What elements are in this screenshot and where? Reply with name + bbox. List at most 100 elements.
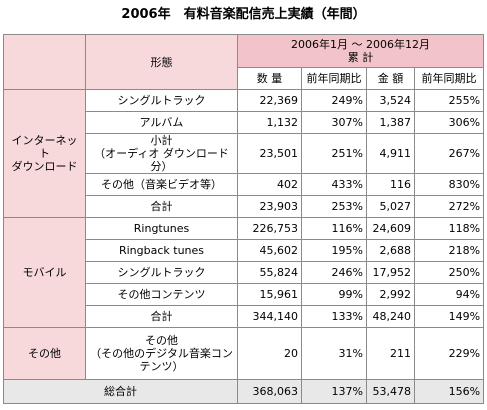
text: テンツ） xyxy=(139,360,184,373)
text: 137% xyxy=(331,385,363,398)
text: （オーディオ ダウンロード分） xyxy=(94,147,229,173)
value-cell: 5,027 xyxy=(366,195,415,218)
text: 合計 xyxy=(150,200,173,213)
total-label: 総合計 xyxy=(3,379,238,404)
value-cell: 48,240 xyxy=(366,305,415,328)
total-row: 総合計 368,063 137% 53,478 156% xyxy=(3,379,485,404)
value-cell: 344,140 xyxy=(237,305,302,328)
text: 17,952 xyxy=(372,266,412,279)
text: その他（音楽ビデオ等） xyxy=(101,178,222,191)
text: 195% xyxy=(331,244,363,257)
value-cell: 24,609 xyxy=(366,217,415,240)
text: 267% xyxy=(448,147,481,160)
text: その他 xyxy=(145,334,178,347)
text: 22,369 xyxy=(259,94,299,107)
row-label: 合計 xyxy=(85,305,238,328)
value-cell: 118% xyxy=(413,217,485,240)
value-cell: 306% xyxy=(413,111,485,134)
text: 15,961 xyxy=(259,288,299,301)
value-cell: 99% xyxy=(301,283,367,306)
text: 272% xyxy=(448,200,481,213)
value-cell: 433% xyxy=(301,173,367,196)
data-row: その他 その他 （その他のデジタル音楽コン テンツ） 20 31% 211 229% xyxy=(3,327,485,380)
value-cell: 156% xyxy=(413,379,485,404)
value-cell: 249% xyxy=(301,89,367,112)
value-cell: 255% xyxy=(413,89,485,112)
value-cell: 2,992 xyxy=(366,283,415,306)
text: 2,992 xyxy=(379,288,412,301)
row-label: その他（音楽ビデオ等） xyxy=(85,173,238,196)
text: 94% xyxy=(455,288,481,301)
text: 5,027 xyxy=(379,200,412,213)
text: 31% xyxy=(338,347,363,360)
text: 255% xyxy=(448,94,481,107)
text: 55,824 xyxy=(259,266,299,279)
row-label: 合計 xyxy=(85,195,238,218)
text: 156% xyxy=(448,385,481,398)
value-cell: 267% xyxy=(413,133,485,174)
text: 306% xyxy=(448,116,481,129)
text: 合計 xyxy=(150,310,173,323)
header-row: 形態 2006年1月 ～ 2006年12月累 計 xyxy=(3,34,485,90)
value-cell: 253% xyxy=(301,195,367,218)
text: 229% xyxy=(448,347,481,360)
data-row: シングルトラック 55,824 246% 17,952 250% xyxy=(4,261,485,284)
data-row: Ringback tunes 45,602 195% 2,688 218% xyxy=(4,239,485,262)
column-header: 金 額 xyxy=(366,67,415,90)
value-cell: 251% xyxy=(301,133,367,174)
text: 830% xyxy=(448,178,481,191)
text: 246% xyxy=(331,266,363,279)
value-cell: 15,961 xyxy=(237,283,302,306)
text: 218% xyxy=(448,244,481,257)
value-cell: 137% xyxy=(301,379,367,404)
value-cell: 1,132 xyxy=(237,111,302,134)
text: その他コンテンツ xyxy=(117,288,206,301)
text: 2,688 xyxy=(379,244,412,257)
data-row: モバイル Ringtunes 226,753 116% 24,609 118% xyxy=(3,217,485,328)
text: 1,387 xyxy=(379,116,412,129)
text: Ringback tunes xyxy=(118,244,205,257)
text: 累 計 xyxy=(347,51,374,64)
empty-cell xyxy=(3,34,86,90)
row-label: シングルトラック xyxy=(85,89,238,112)
text: 249% xyxy=(331,94,363,107)
text: 253% xyxy=(331,200,363,213)
text: 116% xyxy=(331,222,363,235)
value-cell: 272% xyxy=(413,195,485,218)
column-header: 数 量 xyxy=(237,67,302,90)
value-cell: 2,688 xyxy=(366,239,415,262)
row-label: シングルトラック xyxy=(85,261,238,284)
text: 99% xyxy=(338,288,363,301)
row-label: その他コンテンツ xyxy=(85,283,238,306)
text: 433% xyxy=(331,178,363,191)
title: 2006年 有料音楽配信売上実績（年間） xyxy=(121,7,366,22)
value-cell: 149% xyxy=(413,305,485,328)
text: 3,524 xyxy=(379,94,412,107)
text: 250% xyxy=(448,266,481,279)
value-cell: 226,753 xyxy=(237,217,302,240)
text: ダウンロード xyxy=(11,160,78,173)
value-cell: 195% xyxy=(301,239,367,262)
value-cell: 1,387 xyxy=(366,111,415,134)
row-label: Ringback tunes xyxy=(85,239,238,262)
row-label: Ringtunes xyxy=(85,217,238,240)
text: 前年同期比 xyxy=(306,72,362,85)
value-cell: 307% xyxy=(301,111,367,134)
text: 226,753 xyxy=(252,222,299,235)
column-header: 前年同期比 xyxy=(413,67,485,90)
text: 4,911 xyxy=(379,147,412,160)
value-cell: 23,903 xyxy=(237,195,302,218)
value-cell: 830% xyxy=(413,173,485,196)
text: その他 xyxy=(28,347,61,360)
row-label: アルバム xyxy=(85,111,238,134)
text: 211 xyxy=(390,347,411,360)
value-cell: 133% xyxy=(301,305,367,328)
text: 24,609 xyxy=(372,222,412,235)
text: 小計 xyxy=(150,134,173,148)
text: 402 xyxy=(277,178,298,191)
sales-table: 形態 2006年1月 ～ 2006年12月累 計数 量 前年同期比 金 額 前年同期比イ… xyxy=(3,34,485,404)
header-row: 数 量 前年同期比 金 額 前年同期比 xyxy=(4,67,485,90)
value-cell: 55,824 xyxy=(237,261,302,284)
data-row: アルバム 1,132 307% 1,387 306% xyxy=(4,111,485,134)
text: 368,063 xyxy=(252,385,299,398)
